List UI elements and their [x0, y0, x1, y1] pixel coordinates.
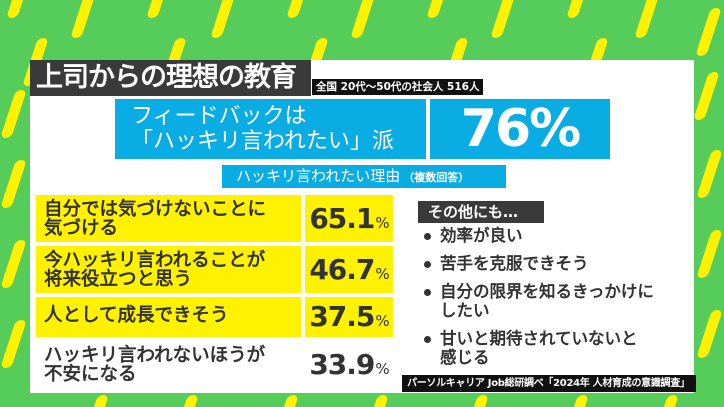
survey-sample-tag: 全国 20代～50代の社会人 516人 [312, 79, 484, 95]
hero-label-line2: 「ハッキリ言われたい」派 [131, 129, 394, 154]
bullet-icon [424, 289, 431, 296]
reason-label-line2: 気づける [44, 218, 119, 239]
others-item: 自分の限界を知るきっかけに したい [420, 282, 690, 320]
reason-value: 46.7 [309, 253, 375, 286]
reason-label-line1: ハッキリ言われないほうが [44, 345, 266, 366]
reason-row-label: 人として成長できそう [36, 297, 301, 337]
others-item-line2: したい [440, 301, 490, 320]
reason-row-value: 46.7% [305, 246, 393, 293]
bullet-icon [424, 261, 431, 268]
reason-row-label: ハッキリ言われないほうが 不安になる [36, 341, 301, 388]
reason-row-value: 65.1% [305, 195, 393, 242]
reason-label-line2: 将来役立つと思う [44, 269, 193, 290]
bullet-icon [424, 233, 431, 240]
reasons-header-title: ハッキリ言われたい理由 [236, 167, 401, 185]
reason-label-line2: 不安になる [44, 364, 137, 385]
others-item-line2: 感じる [440, 348, 490, 367]
reason-row-label: 今ハッキリ言われることが 将来役立つと思う [36, 246, 301, 293]
others-item-line1: 自分の限界を知るきっかけに [440, 282, 654, 301]
percent-unit: % [375, 265, 389, 283]
reason-value: 65.1 [309, 202, 375, 235]
others-item-line1: 甘いと期待されていないと [440, 329, 638, 348]
percent-unit: % [375, 360, 389, 378]
hero-label-line1: フィードバックは [131, 104, 307, 129]
reason-row-value: 37.5% [305, 297, 393, 337]
others-item-line1: 効率が良い [440, 226, 523, 245]
others-header: その他にも… [418, 201, 544, 223]
reason-row-value: 33.9% [305, 341, 393, 388]
page-title: 上司からの理想の教育 [30, 60, 311, 96]
reason-label-line1: 今ハッキリ言われることが [44, 250, 266, 271]
reasons-header: ハッキリ言われたい理由 （複数回答） [222, 165, 506, 188]
others-list: 効率が良い 苦手を克服できそう 自分の限界を知るきっかけに したい 甘いと期待さ… [420, 226, 690, 376]
reason-value: 37.5 [309, 300, 375, 333]
others-item-line1: 苦手を克服できそう [440, 254, 589, 273]
reason-label-line1: 自分では気づけないことに [44, 199, 267, 220]
percent-unit: % [375, 214, 389, 232]
others-item: 効率が良い [420, 226, 690, 245]
hero-label: フィードバックは 「ハッキリ言われたい」派 [115, 99, 426, 159]
others-item: 甘いと期待されていないと 感じる [420, 329, 690, 367]
hero-value: 76% [430, 99, 610, 159]
reason-row-label: 自分では気づけないことに 気づける [36, 195, 301, 242]
reasons-header-note: （複数回答） [403, 171, 470, 184]
source-credit: パーソルキャリア Job総研調べ「2024年 人材育成の意識調査」 [402, 375, 696, 392]
others-item: 苦手を克服できそう [420, 254, 690, 273]
bullet-icon [424, 336, 431, 343]
reason-value: 33.9 [309, 348, 375, 381]
percent-unit: % [375, 312, 389, 330]
reason-label-line1: 人として成長できそう [44, 305, 229, 326]
